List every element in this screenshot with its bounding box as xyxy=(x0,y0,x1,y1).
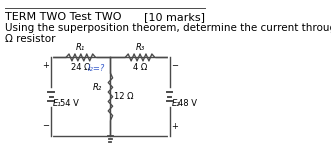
Text: E₁: E₁ xyxy=(53,99,62,108)
Text: +: + xyxy=(171,122,178,131)
Text: R₁: R₁ xyxy=(76,43,85,51)
Text: R₂: R₂ xyxy=(92,83,102,92)
Text: E₂: E₂ xyxy=(171,99,180,108)
Text: 48 V: 48 V xyxy=(178,99,197,108)
Text: TERM TWO Test TWO: TERM TWO Test TWO xyxy=(5,12,121,22)
Text: [10 marks]: [10 marks] xyxy=(144,12,205,22)
Text: 12 Ω: 12 Ω xyxy=(114,92,133,101)
Text: +: + xyxy=(42,61,49,70)
Text: I₂=?: I₂=? xyxy=(88,64,106,73)
Text: 54 V: 54 V xyxy=(60,99,79,108)
Text: Ω resistor: Ω resistor xyxy=(5,34,55,44)
Text: Using the superposition theorem, determine the current through the 12: Using the superposition theorem, determi… xyxy=(5,23,331,33)
Text: −: − xyxy=(42,121,49,130)
Text: −: − xyxy=(171,61,178,70)
Text: 24 Ω: 24 Ω xyxy=(71,63,91,72)
Text: 4 Ω: 4 Ω xyxy=(133,63,147,72)
Text: R₃: R₃ xyxy=(135,43,145,51)
